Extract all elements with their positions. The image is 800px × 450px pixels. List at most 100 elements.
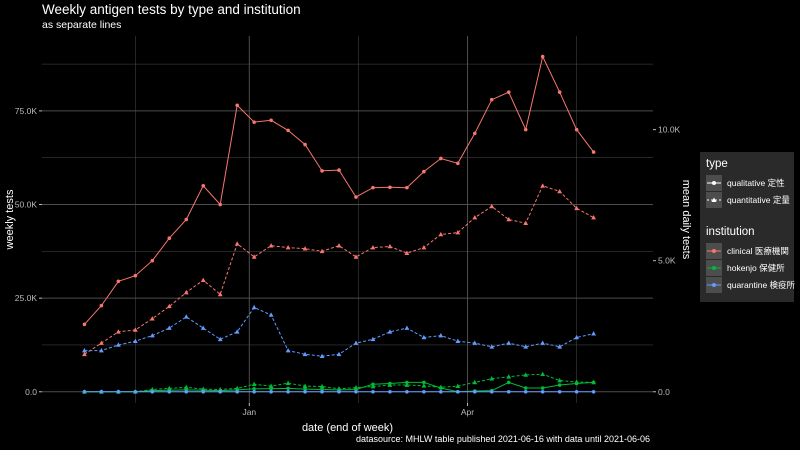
data-point	[591, 379, 596, 385]
data-point	[557, 344, 563, 349]
data-point	[455, 338, 461, 344]
data-point	[167, 236, 172, 241]
data-point	[269, 389, 273, 394]
legend-key-solid	[706, 174, 722, 191]
data-point	[285, 380, 291, 385]
data-point	[540, 340, 546, 345]
data-point	[336, 351, 342, 357]
data-point	[421, 383, 427, 388]
legend-label-qualitative: qualitative 定性	[727, 177, 785, 188]
data-point	[82, 322, 87, 327]
data-point	[268, 312, 274, 317]
data-point	[472, 340, 478, 345]
data-point	[540, 183, 546, 188]
data-point	[557, 383, 562, 387]
data-point	[456, 389, 460, 394]
data-point	[303, 142, 307, 147]
data-point	[302, 351, 308, 357]
legend-institution-item: hokenjo 保健所	[706, 259, 788, 276]
data-point	[574, 127, 579, 132]
data-point	[218, 389, 223, 394]
legend-key-dashed	[706, 191, 722, 208]
data-point	[574, 389, 579, 394]
data-point	[523, 389, 528, 394]
data-point	[523, 372, 529, 377]
data-point	[166, 385, 172, 391]
data-point	[506, 90, 511, 94]
data-point	[99, 340, 104, 345]
data-point	[353, 340, 359, 345]
data-point	[251, 254, 257, 259]
data-point	[251, 304, 257, 310]
data-point	[455, 230, 461, 235]
data-point	[217, 291, 223, 297]
data-point	[269, 118, 273, 123]
data-point	[319, 353, 325, 358]
data-point	[506, 340, 512, 345]
data-point	[557, 90, 562, 94]
data-point	[574, 334, 580, 340]
data-point	[184, 389, 189, 394]
data-point	[438, 332, 444, 338]
data-point	[132, 338, 138, 344]
data-point	[252, 120, 256, 124]
data-point	[405, 389, 409, 394]
data-point	[388, 389, 392, 394]
data-point	[234, 329, 240, 334]
data-point	[370, 383, 376, 389]
data-point	[388, 185, 392, 190]
data-point	[489, 203, 495, 209]
data-point	[387, 329, 393, 334]
data-point	[320, 169, 324, 173]
legend-type-item: quantitative 定量	[706, 191, 790, 208]
y-tick-label: 75.0K	[15, 106, 38, 116]
y-axis-label: weekly tests	[4, 189, 16, 250]
data-point	[506, 389, 511, 394]
data-point	[234, 385, 240, 391]
legend-institution-item: quarantine 検疫所	[706, 276, 795, 293]
y2-tick-label: 0.0	[658, 387, 670, 397]
data-point	[150, 389, 155, 394]
data-point	[252, 389, 256, 394]
data-point	[302, 383, 308, 388]
data-point	[506, 380, 511, 385]
data-point	[489, 344, 495, 349]
data-point	[132, 327, 138, 332]
data-point	[201, 389, 206, 394]
chart-caption: datasource: MHLW table published 2021-06…	[355, 434, 650, 444]
data-point	[183, 314, 189, 319]
data-point	[591, 150, 596, 154]
data-point	[405, 185, 409, 190]
data-point	[404, 325, 410, 330]
data-point	[149, 316, 155, 321]
legend-label-quarantine: quarantine 検疫所	[727, 279, 796, 290]
y-tick-label: 50.0K	[15, 200, 38, 210]
data-point	[404, 382, 410, 387]
data-point	[557, 377, 563, 383]
data-point	[540, 371, 546, 376]
data-point	[268, 243, 274, 248]
data-point	[200, 277, 206, 282]
data-point	[285, 244, 291, 250]
data-point	[387, 243, 393, 249]
data-point	[353, 254, 359, 259]
data-point	[540, 389, 545, 394]
data-point	[472, 379, 478, 385]
y2-tick-label: 10.0K	[658, 125, 681, 135]
data-point	[472, 131, 477, 136]
data-point	[286, 389, 290, 394]
data-point	[150, 258, 155, 263]
data-point	[166, 303, 172, 309]
data-point	[116, 279, 121, 284]
data-point	[115, 329, 121, 334]
legend-institution-item: clinical 医療機関	[706, 242, 789, 259]
data-point	[438, 384, 444, 390]
data-point	[422, 380, 426, 385]
data-point	[286, 386, 290, 391]
legend-institution-title: institution	[706, 226, 755, 238]
chart-subtitle: as separate lines	[42, 19, 122, 31]
data-point	[557, 188, 563, 194]
legend-key-clinical	[706, 242, 722, 259]
data-point	[506, 374, 512, 379]
data-point	[99, 389, 104, 394]
